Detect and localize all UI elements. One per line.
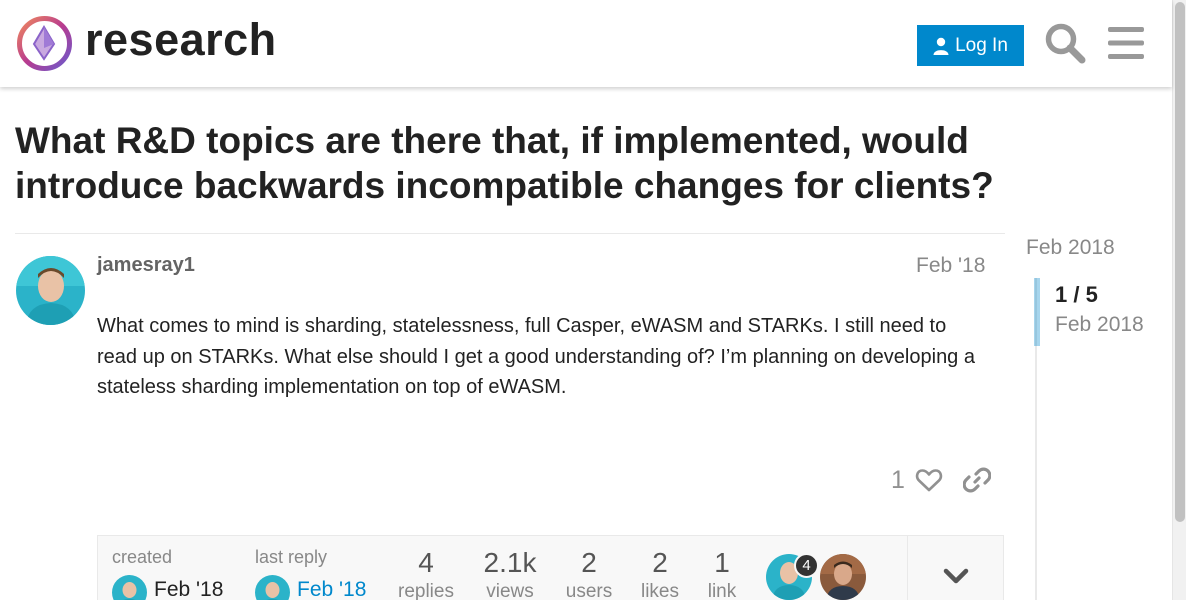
participant-post-count: 4 xyxy=(794,553,819,578)
link-icon[interactable] xyxy=(962,466,992,494)
timeline-position-date: Feb 2018 xyxy=(1055,313,1144,336)
stat-likes: 2 likes xyxy=(634,547,686,600)
post-date[interactable]: Feb '18 xyxy=(916,254,986,277)
timeline-track[interactable] xyxy=(1035,278,1037,600)
scrollbar-thumb[interactable] xyxy=(1175,2,1185,522)
logo-icon[interactable] xyxy=(16,15,73,72)
post-username[interactable]: jamesray1 xyxy=(97,254,195,276)
page-scrollbar[interactable] xyxy=(1172,0,1186,600)
stat-label: link xyxy=(707,581,737,600)
like-count[interactable]: 1 xyxy=(891,466,905,494)
stat-replies: 4 replies xyxy=(393,547,459,600)
topic-map: created Feb '18 last reply Feb '18 4 rep… xyxy=(97,535,1004,600)
post-body: What comes to mind is sharding, stateles… xyxy=(97,315,975,398)
search-icon[interactable] xyxy=(1044,22,1086,64)
site-name[interactable]: research xyxy=(85,14,277,65)
stat-link: 1 link xyxy=(700,547,744,600)
menu-icon[interactable] xyxy=(1106,24,1146,62)
stat-value: 1 xyxy=(714,547,730,578)
stat-label: views xyxy=(486,581,534,600)
last-reply-date[interactable]: Feb '18 xyxy=(297,578,367,600)
stat-value: 2 xyxy=(581,547,597,578)
user-icon xyxy=(933,37,949,55)
stat-views: 2.1k views xyxy=(476,547,544,600)
stat-value: 4 xyxy=(418,547,434,578)
chevron-down-icon[interactable] xyxy=(943,566,969,586)
timeline-position: 1 / 5 xyxy=(1055,282,1098,307)
created-label: created xyxy=(112,547,173,567)
topic-title[interactable]: What R&D topics are there that, if imple… xyxy=(15,120,994,206)
stat-value: 2.1k xyxy=(483,547,537,578)
stat-label: replies xyxy=(398,581,454,600)
participant-avatar[interactable] xyxy=(820,554,866,600)
created-date[interactable]: Feb '18 xyxy=(154,578,224,600)
last-reply-label: last reply xyxy=(255,547,328,567)
stat-users: 2 users xyxy=(560,547,618,600)
timeline-handle[interactable] xyxy=(1034,278,1040,346)
login-label: Log In xyxy=(955,34,1008,56)
stat-label: likes xyxy=(640,581,679,600)
avatar[interactable] xyxy=(255,575,290,600)
login-button[interactable]: Log In xyxy=(917,25,1024,66)
site-header: research Log In xyxy=(0,0,1172,87)
timeline-start-date[interactable]: Feb 2018 xyxy=(1026,236,1115,259)
avatar[interactable] xyxy=(112,575,147,600)
stat-label: users xyxy=(565,581,613,600)
title-divider xyxy=(15,233,1005,234)
topic-map-separator xyxy=(907,536,908,600)
heart-icon[interactable] xyxy=(915,466,943,494)
avatar[interactable] xyxy=(16,256,85,325)
stat-value: 2 xyxy=(652,547,668,578)
